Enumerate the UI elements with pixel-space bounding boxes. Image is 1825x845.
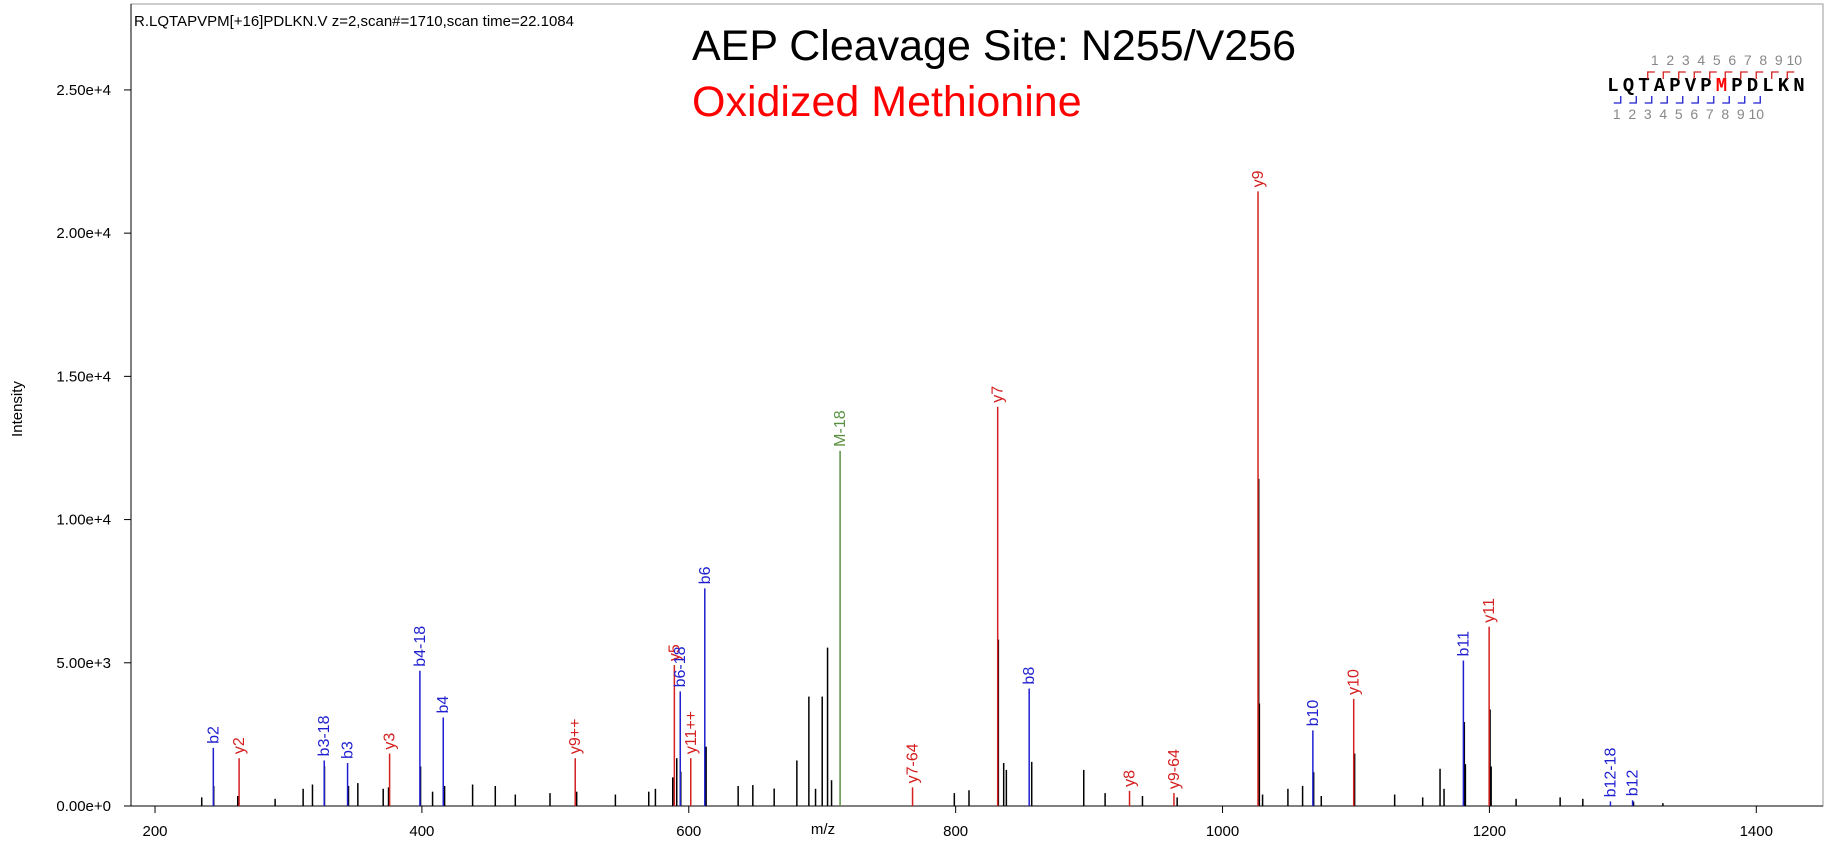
b-bracket [1644, 96, 1653, 104]
peak-label: b12-18 [1602, 747, 1619, 797]
b-ion-number: 5 [1675, 106, 1683, 122]
peak-label: y9++ [567, 719, 584, 755]
y-bracket [1740, 71, 1748, 79]
header: R.LQTAPVPM[+16]PDLKN.V z=2,scan#=1710,sc… [134, 13, 574, 30]
peak-label: y5 [666, 644, 683, 661]
y-axis-label: Intensity [9, 381, 26, 437]
peak-label: y9-64 [1166, 749, 1183, 789]
chart-title: AEP Cleavage Site: N255/V256 [692, 22, 1296, 70]
residue: L [1762, 75, 1773, 97]
peak-label: b8 [1021, 667, 1038, 685]
y-ion-number: 4 [1697, 52, 1705, 68]
b-bracket [1753, 96, 1761, 104]
y-tick-label: 2.00e+4 [56, 225, 111, 242]
x-tick-label: 200 [143, 823, 168, 840]
chart-subtitle: Oxidized Methionine [692, 78, 1082, 126]
residue: N [1793, 75, 1804, 97]
peak-label: b3-18 [316, 715, 333, 756]
peak-label: y3 [382, 733, 399, 750]
b-bracket [1722, 96, 1730, 104]
b-ion-number: 3 [1644, 106, 1652, 122]
residue: D [1747, 75, 1758, 97]
b-bracket [1675, 96, 1684, 104]
b-bracket [1660, 96, 1668, 104]
peak-label: b11 [1455, 631, 1472, 657]
y-ion-number: 1 [1651, 52, 1659, 68]
b-ion-number: 1 [1613, 106, 1621, 122]
y-bracket [1693, 71, 1702, 79]
y-tick-label: 1.50e+4 [56, 368, 111, 385]
residue: Q [1623, 75, 1634, 97]
peak-label: y10 [1346, 669, 1363, 695]
residue: V [1685, 75, 1697, 97]
x-tick-label: 1000 [1206, 823, 1239, 840]
y-bracket [1662, 71, 1671, 79]
peak-label: y11++ [683, 711, 700, 754]
peak-label: y11 [1481, 598, 1498, 623]
y-ion-number: 6 [1728, 52, 1736, 68]
residue: K [1778, 75, 1790, 97]
x-axis-label: m/z [811, 821, 835, 838]
b-bracket [1629, 96, 1637, 104]
y-tick-label: 0.00e+0 [56, 798, 111, 815]
peak-label: b2 [205, 726, 222, 744]
y-bracket [1786, 71, 1795, 79]
residue: A [1654, 75, 1666, 97]
b-bracket [1706, 96, 1715, 104]
y-tick-label: 5.00e+3 [56, 655, 111, 672]
y-ion-number: 7 [1744, 52, 1752, 68]
y-ion-number: 5 [1713, 52, 1721, 68]
x-tick-label: 400 [409, 823, 434, 840]
residue: L [1607, 75, 1618, 97]
y-bracket [1771, 71, 1779, 79]
y-ion-number: 9 [1775, 52, 1783, 68]
peak-label: b3 [340, 741, 357, 759]
b-bracket [1613, 96, 1622, 104]
peak-label: b10 [1305, 700, 1322, 727]
b-bracket [1737, 96, 1746, 104]
b-bracket [1691, 96, 1699, 104]
y-tick-label: 2.50e+4 [56, 82, 111, 99]
y-ion-number: 10 [1786, 52, 1802, 68]
y-bracket [1755, 71, 1764, 79]
b-ion-number: 8 [1721, 106, 1729, 122]
residue: P [1669, 75, 1680, 97]
x-tick-label: 1400 [1740, 823, 1773, 840]
peak-label: y8 [1122, 770, 1139, 787]
b-ion-number: 7 [1706, 106, 1714, 122]
x-tick-label: 1200 [1473, 823, 1506, 840]
y-bracket [1678, 71, 1686, 79]
peak-label: b6-18 [672, 646, 689, 687]
y-bracket [1724, 71, 1733, 79]
residue: P [1731, 75, 1742, 97]
y-tick-label: 1.00e+4 [56, 512, 111, 529]
residue: P [1700, 75, 1711, 97]
peak-label: b6 [697, 566, 714, 584]
residue: M [1716, 75, 1727, 97]
peak-label: M-18 [832, 410, 849, 447]
x-tick-label: 800 [943, 823, 968, 840]
x-tick-label: 600 [676, 823, 701, 840]
y-bracket [1709, 71, 1717, 79]
peak-label: y9 [1250, 170, 1267, 187]
peak-label: b4 [435, 696, 452, 714]
peak-label: y7-64 [905, 743, 922, 783]
y-bracket [1647, 71, 1655, 79]
y-ion-number: 8 [1759, 52, 1767, 68]
b-ion-number: 2 [1628, 106, 1636, 122]
b-ion-number: 10 [1748, 106, 1764, 122]
residue: T [1638, 75, 1649, 97]
b-ion-number: 9 [1737, 106, 1745, 122]
peak-label: y2 [231, 737, 248, 754]
y-ion-number: 3 [1682, 52, 1690, 68]
y-ion-number: 2 [1666, 52, 1674, 68]
b-ion-number: 4 [1659, 106, 1667, 122]
peak-label: b12 [1625, 769, 1642, 796]
peak-label: y7 [990, 386, 1007, 403]
b-ion-number: 6 [1690, 106, 1698, 122]
peak-label: b4-18 [412, 626, 429, 667]
